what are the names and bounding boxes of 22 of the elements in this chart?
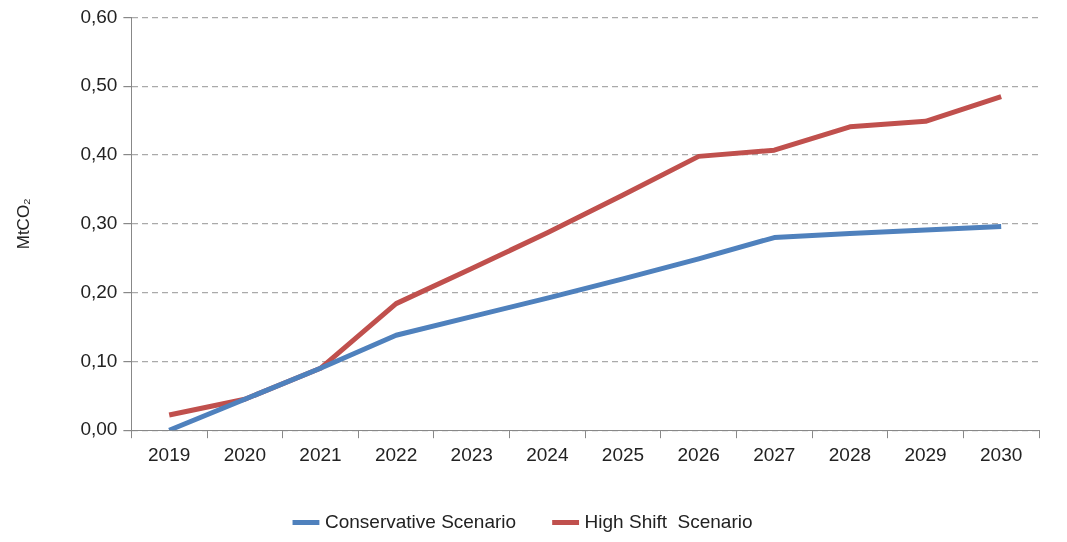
x-tick-label: 2023 (450, 443, 493, 465)
x-tick-label: 2028 (828, 443, 872, 465)
x-tick-label: 2022 (374, 443, 418, 465)
x-tick-label: 2025 (601, 443, 645, 465)
legend-label: Conservative Scenario (324, 510, 517, 532)
x-tick-label: 2024 (526, 443, 569, 465)
legend-label: High Shift Scenario (584, 510, 753, 532)
x-tick-label: 2019 (148, 443, 191, 465)
x-tick-label: 2027 (753, 443, 796, 465)
x-tick-label: 2029 (904, 443, 947, 465)
y-tick-label: 0,00 (80, 418, 118, 440)
y-tick-label: 0,30 (80, 212, 118, 234)
y-tick-label: 0,40 (80, 143, 118, 165)
x-tick-label: 2026 (677, 443, 720, 465)
y-axis-title: MtCO₂ (13, 198, 33, 250)
y-tick-label: 0,50 (80, 74, 118, 96)
y-tick-label: 0,10 (80, 349, 118, 371)
y-tick-label: 0,20 (80, 280, 118, 302)
x-tick-label: 2020 (223, 443, 266, 465)
x-tick-label: 2021 (299, 443, 342, 465)
x-tick-label: 2030 (980, 443, 1023, 465)
y-tick-label: 0,60 (80, 5, 118, 27)
